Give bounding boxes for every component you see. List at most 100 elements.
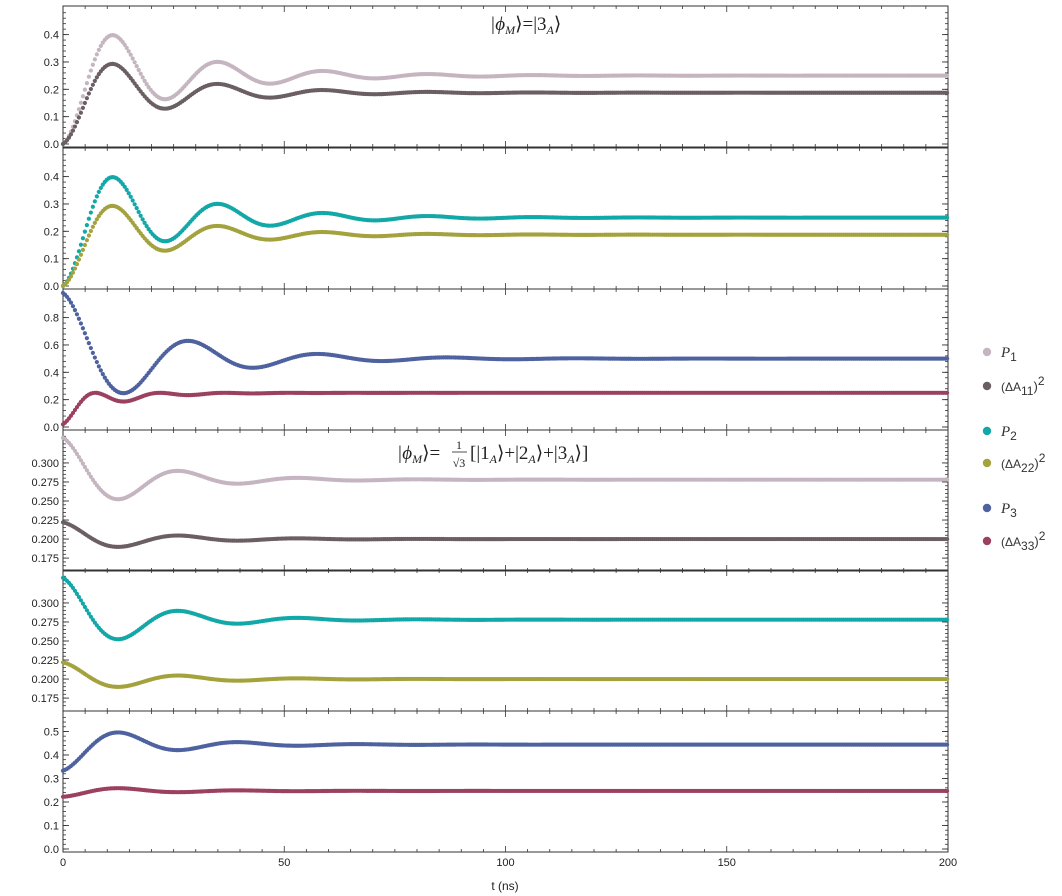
data-point bbox=[82, 229, 87, 234]
data-point bbox=[76, 454, 82, 460]
data-point bbox=[136, 67, 141, 73]
data-point bbox=[80, 326, 86, 331]
data-point bbox=[84, 222, 89, 228]
data-point bbox=[84, 468, 89, 473]
data-point bbox=[945, 215, 950, 220]
data-point bbox=[98, 185, 103, 191]
data-point bbox=[72, 307, 78, 313]
panel-2: 0.0 0.1 0.2 0.3 0.4 bbox=[44, 147, 950, 293]
y-tick-label: 0.6 bbox=[44, 340, 59, 352]
data-point bbox=[94, 217, 99, 222]
data-point bbox=[92, 57, 97, 62]
y-tick-label: 0.0 bbox=[44, 139, 59, 151]
data-point bbox=[90, 350, 95, 355]
y-tick-label: 0.225 bbox=[31, 515, 59, 527]
data-point bbox=[66, 135, 72, 140]
data-point bbox=[84, 336, 89, 341]
data-point bbox=[72, 448, 78, 453]
data-point bbox=[134, 206, 139, 211]
y-tick-label: 0.8 bbox=[44, 313, 59, 325]
data-point bbox=[78, 458, 84, 463]
y-tick-label: 0.3 bbox=[44, 57, 59, 69]
series-dA11 bbox=[60, 61, 950, 147]
data-point bbox=[84, 80, 89, 86]
data-point bbox=[74, 451, 80, 456]
data-point bbox=[82, 331, 87, 336]
data-point bbox=[80, 236, 86, 241]
data-point bbox=[945, 536, 950, 542]
series-dA22 bbox=[60, 203, 950, 289]
y-tick-label: 0.0 bbox=[44, 422, 59, 434]
y-tick-label: 0.4 bbox=[44, 367, 59, 379]
panel-3: 0.0 0.2 0.4 0.6 0.8 bbox=[44, 288, 950, 434]
data-point bbox=[140, 217, 145, 222]
data-point bbox=[76, 115, 82, 120]
y-tick-label: 0.175 bbox=[31, 553, 59, 565]
series-P2 bbox=[60, 575, 950, 642]
series-P1 bbox=[60, 33, 950, 147]
data-point bbox=[130, 56, 135, 61]
data-point bbox=[124, 187, 129, 192]
data-point bbox=[140, 75, 145, 80]
panel-4: 0.175 0.200 0.225 0.250 0.275 0.300 bbox=[31, 429, 950, 572]
data-point bbox=[78, 321, 84, 326]
data-point bbox=[144, 223, 149, 229]
data-point bbox=[78, 252, 84, 257]
data-point bbox=[70, 270, 76, 275]
data-point bbox=[94, 52, 99, 57]
panel-5: 0.175 0.200 0.225 0.250 0.275 0.300 bbox=[31, 569, 950, 712]
series-P2 bbox=[60, 175, 950, 289]
y-tick-label: 0.250 bbox=[31, 496, 59, 508]
data-point bbox=[72, 588, 78, 593]
data-point bbox=[92, 355, 97, 360]
data-point bbox=[138, 213, 143, 218]
data-point bbox=[136, 209, 141, 215]
data-point bbox=[84, 238, 89, 243]
y-tick-label: 0.1 bbox=[44, 112, 59, 124]
data-point bbox=[92, 199, 97, 204]
data-point bbox=[94, 359, 99, 365]
series-P1 bbox=[60, 435, 950, 502]
data-point bbox=[74, 591, 80, 596]
data-point bbox=[80, 601, 86, 606]
data-point bbox=[94, 194, 99, 199]
data-point bbox=[98, 368, 103, 373]
data-point bbox=[88, 210, 93, 215]
data-point bbox=[80, 461, 86, 466]
data-point bbox=[76, 107, 82, 112]
data-point bbox=[92, 220, 97, 225]
data-point bbox=[86, 216, 91, 221]
data-point bbox=[945, 232, 950, 237]
data-point bbox=[66, 297, 72, 302]
data-point bbox=[68, 300, 74, 305]
data-point bbox=[86, 74, 91, 79]
data-point bbox=[98, 43, 103, 49]
data-point bbox=[128, 52, 133, 57]
data-point bbox=[90, 82, 95, 87]
data-point bbox=[88, 86, 93, 92]
data-point bbox=[76, 594, 82, 600]
data-point bbox=[88, 345, 93, 351]
data-point bbox=[74, 312, 80, 317]
panel-1: 0.0 0.1 0.2 0.3 0.4 bbox=[44, 5, 950, 151]
panel-frame bbox=[62, 569, 949, 712]
data-point bbox=[76, 316, 82, 321]
y-tick-label: 0.275 bbox=[31, 477, 59, 489]
data-point bbox=[86, 233, 91, 238]
series-dA22 bbox=[60, 660, 950, 689]
data-point bbox=[86, 341, 91, 346]
series-dA11 bbox=[60, 520, 950, 549]
data-point bbox=[88, 68, 93, 73]
data-point bbox=[86, 611, 91, 616]
data-point bbox=[122, 184, 127, 189]
y-tick-label: 0.200 bbox=[31, 674, 59, 686]
data-point bbox=[142, 78, 147, 83]
data-point bbox=[74, 120, 80, 125]
data-point bbox=[70, 128, 76, 133]
data-point bbox=[88, 228, 93, 234]
y-tick-label: 0.3 bbox=[44, 199, 59, 211]
data-point bbox=[124, 45, 129, 50]
data-point bbox=[122, 42, 127, 47]
y-tick-label: 0.300 bbox=[31, 458, 59, 470]
